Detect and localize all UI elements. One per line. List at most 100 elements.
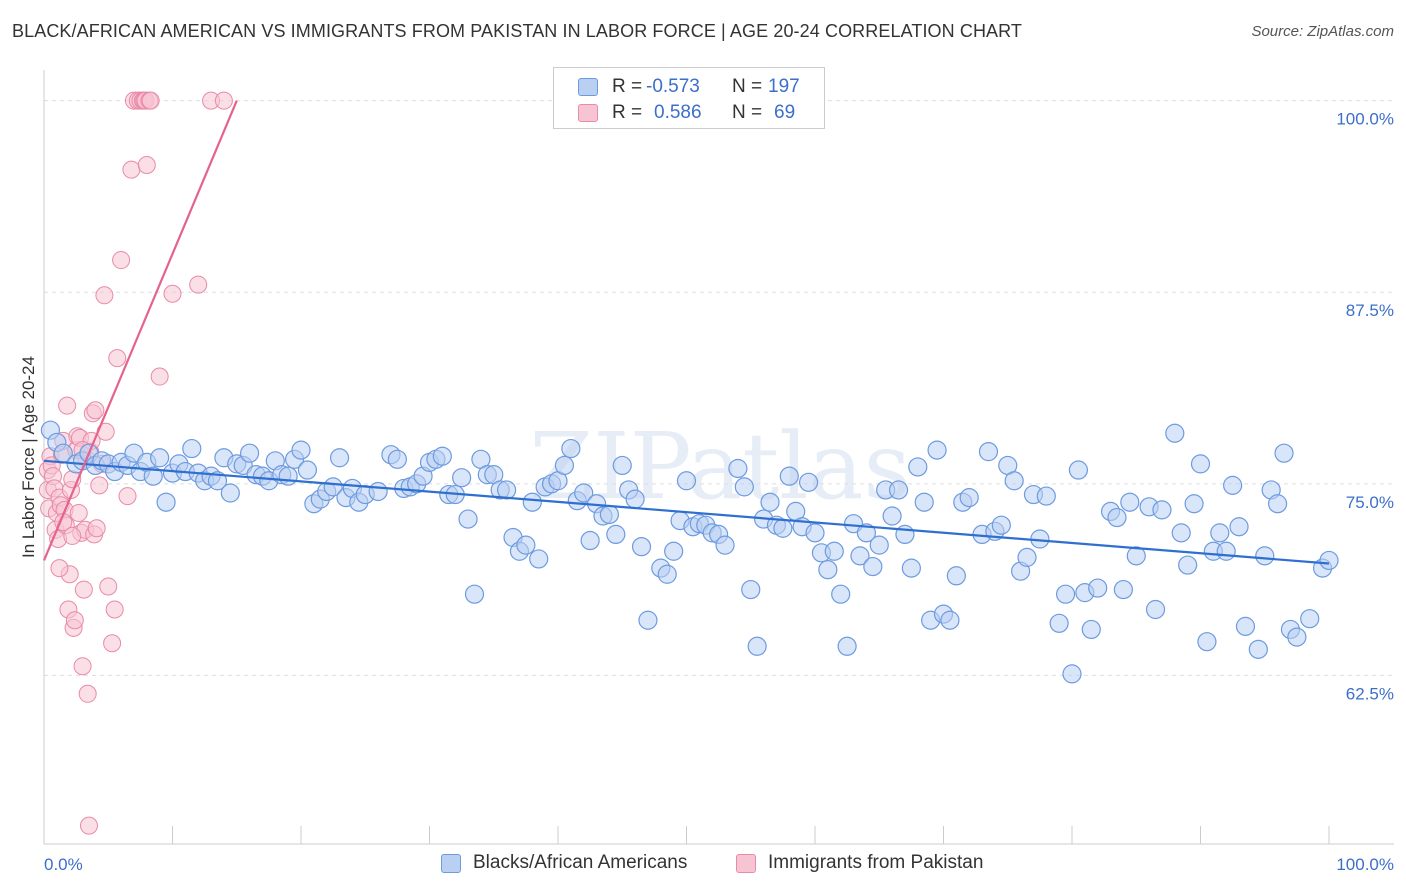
pakistan-point [141,91,160,110]
black-point [1068,460,1089,480]
y-axis-title: In Labor Force | Age 20-24 [19,356,38,558]
black-point [1216,541,1236,561]
black-point [1107,507,1127,528]
black-point [747,636,767,656]
pakistan-point [163,284,182,303]
black-point [760,492,780,512]
black-point [1178,555,1198,575]
black-point [734,477,754,497]
legend-r-label: R = [612,76,643,97]
black-point [888,480,909,500]
pakistan-point [90,476,109,495]
pakistan-trend-line [42,100,238,561]
legend-swatch-pink [578,104,598,122]
black-point [297,460,318,480]
y-tick-label: 62.5% [1346,684,1394,703]
black-point [452,468,472,488]
pakistan-point [108,349,127,368]
pakistan-point [112,251,131,270]
black-point [927,440,947,460]
black-point [657,564,677,584]
pakistan-point [78,684,97,703]
pakistan-point [137,156,156,175]
black-point [1126,546,1146,566]
black-point [625,489,645,509]
black-point [1004,471,1024,491]
black-point [856,523,877,543]
black-point [664,541,684,561]
black-point [1210,523,1230,543]
pakistan-point [69,503,88,522]
black-point [458,509,478,529]
pakistan-point [105,600,124,619]
pakistan-point [63,526,82,545]
black-point [741,579,761,600]
black-point [464,584,485,604]
black-point [368,481,388,502]
black-point [940,610,960,630]
black-point [1036,486,1056,506]
black-point [1223,475,1243,495]
grid-lines [44,100,1394,676]
legend-r-value: -0.573 [646,76,700,97]
black-point [1152,500,1172,520]
pakistan-point [73,657,92,676]
black-point [143,466,163,486]
y-tick-label: 75.0% [1346,493,1394,512]
black-point [1319,550,1339,571]
black-point [1120,492,1140,512]
black-point [798,472,819,492]
legend-swatch-pink [736,854,756,873]
pakistan-point [95,286,114,305]
black-point [638,610,658,630]
pakistan-point [86,401,105,420]
pakistan-point [58,396,77,415]
black-point [824,541,844,561]
source-credit: Source: ZipAtlas.com [1251,23,1394,40]
legend-n-label: N = [732,102,763,123]
black-point [561,438,581,459]
black-point [869,535,889,555]
correlation-legend: R = -0.573 N = 197 R = 0.586 N = 69 [553,67,825,129]
legend-n-label: N = [732,76,763,97]
black-point [1165,423,1185,443]
black-point [522,492,542,512]
x-tick-label-min: 0.0% [44,855,83,874]
black-point [1049,613,1069,633]
legend-r-label: R = [612,102,643,123]
legend-n-value: 197 [768,76,800,97]
black-point [779,466,799,486]
black-point [901,558,921,578]
black-point [882,506,902,526]
pakistan-points [38,91,233,835]
pakistan-point [99,577,118,596]
black-point [991,515,1011,535]
trend-lines [42,100,1330,565]
black-point [831,584,851,604]
black-point [863,556,883,577]
black-point [606,524,626,545]
x-tick-label-max: 100.0% [1336,855,1394,874]
black-point [554,455,575,476]
black-point [1081,619,1101,640]
black-point [946,566,966,586]
black-point [676,471,697,491]
black-point [612,455,632,476]
black-point [220,483,240,503]
black-point [837,636,857,656]
black-point [580,530,600,551]
black-point [574,483,594,503]
black-point [978,442,999,462]
black-point [908,457,928,477]
black-point [1235,616,1256,636]
black-point [1145,599,1166,620]
black-point [1248,639,1268,659]
black-points [40,420,1339,684]
legend-swatch-blue [441,854,461,873]
black-point [1184,494,1204,514]
black-point [1113,579,1134,600]
black-point [715,535,735,555]
black-point [516,535,536,555]
legend-label-pakistan: Immigrants from Pakistan [768,852,984,873]
